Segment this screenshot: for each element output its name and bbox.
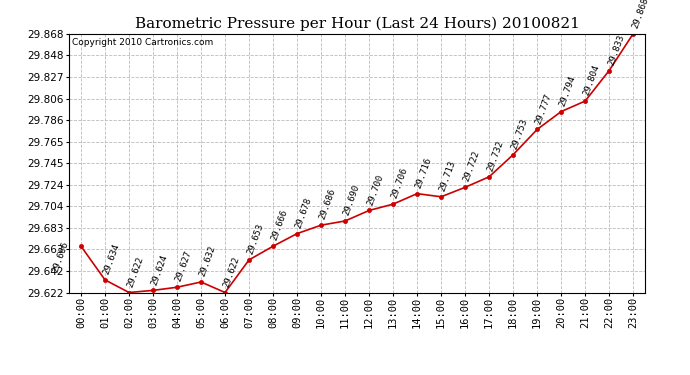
Title: Barometric Pressure per Hour (Last 24 Hours) 20100821: Barometric Pressure per Hour (Last 24 Ho… [135, 17, 580, 31]
Text: 29.634: 29.634 [102, 242, 121, 276]
Text: 29.804: 29.804 [582, 63, 602, 97]
Text: 29.706: 29.706 [390, 166, 410, 200]
Text: 29.868: 29.868 [630, 0, 650, 30]
Text: 29.622: 29.622 [126, 255, 146, 288]
Text: 29.722: 29.722 [462, 150, 482, 183]
Text: 29.732: 29.732 [486, 139, 506, 172]
Text: 29.700: 29.700 [366, 173, 386, 206]
Text: 29.686: 29.686 [318, 188, 337, 221]
Text: 29.627: 29.627 [174, 250, 194, 283]
Text: 29.777: 29.777 [534, 92, 553, 125]
Text: 29.632: 29.632 [198, 244, 217, 278]
Text: 29.690: 29.690 [342, 183, 362, 217]
Text: 29.678: 29.678 [294, 196, 314, 230]
Text: 29.666: 29.666 [50, 240, 70, 274]
Text: 29.624: 29.624 [150, 253, 170, 286]
Text: 29.666: 29.666 [270, 209, 290, 242]
Text: 29.622: 29.622 [222, 255, 242, 288]
Text: 29.653: 29.653 [246, 222, 266, 256]
Text: 29.753: 29.753 [510, 117, 530, 150]
Text: Copyright 2010 Cartronics.com: Copyright 2010 Cartronics.com [72, 38, 213, 46]
Text: 29.713: 29.713 [438, 159, 457, 193]
Text: 29.833: 29.833 [607, 33, 626, 66]
Text: 29.794: 29.794 [558, 74, 578, 107]
Text: 29.716: 29.716 [414, 156, 434, 189]
